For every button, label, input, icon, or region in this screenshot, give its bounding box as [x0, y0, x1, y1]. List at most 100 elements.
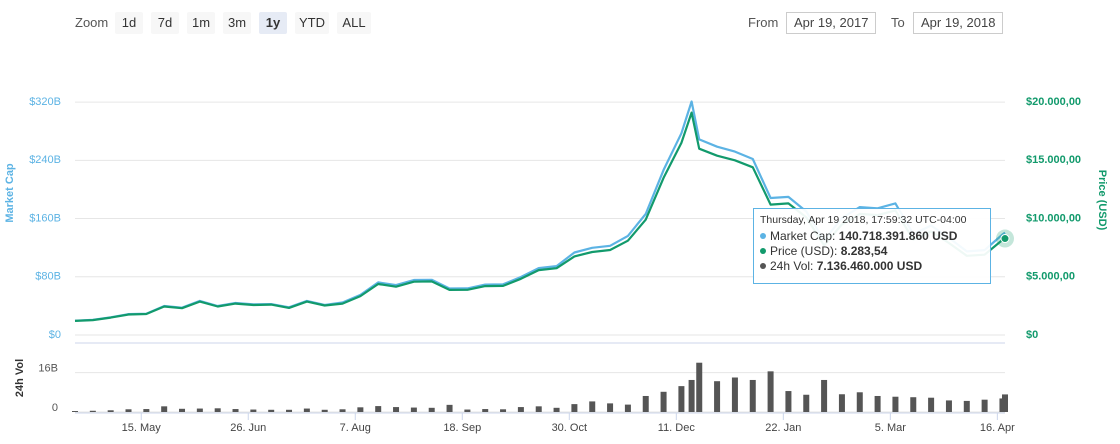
- volume-bar: [607, 403, 614, 412]
- volume-bar: [642, 395, 649, 412]
- volume-bar: [535, 406, 542, 412]
- volume-bar: [321, 409, 328, 412]
- volume-tick-label: 16B: [38, 362, 58, 374]
- volume-bar: [517, 407, 524, 412]
- zoom-button[interactable]: ALL: [337, 12, 371, 34]
- x-tick-label: 26. Jun: [230, 422, 266, 434]
- x-tick-label: 30. Oct: [552, 422, 587, 434]
- volume-bar: [688, 379, 695, 412]
- volume-bar: [838, 394, 845, 412]
- tooltip-label: Price (USD):: [770, 244, 838, 258]
- tooltip-row: 24h Vol: 7.136.460.000 USD: [760, 259, 984, 274]
- zoom-button[interactable]: 7d: [151, 12, 179, 34]
- volume-bar: [767, 371, 774, 412]
- volume-bar: [232, 409, 239, 412]
- volume-bar: [714, 381, 721, 412]
- volume-bar: [339, 409, 346, 412]
- y2-tick-label: $5.000,00: [1026, 271, 1075, 283]
- y2-tick-label: $20.000,00: [1026, 96, 1081, 108]
- from-input[interactable]: Apr 19, 2017: [786, 12, 877, 34]
- volume-bar: [89, 410, 96, 412]
- volume-bar: [821, 379, 828, 412]
- volume-bar: [196, 408, 203, 412]
- y2-axis-title: Price (USD): [1096, 170, 1108, 231]
- x-tick-label: 5. Mar: [875, 422, 907, 434]
- tooltip-row: Price (USD): 8.283,54: [760, 244, 984, 259]
- volume-bar: [268, 409, 275, 412]
- y2-tick-label: $10.000,00: [1026, 212, 1081, 224]
- tooltip-row: Market Cap: 140.718.391.860 USD: [760, 229, 984, 244]
- volume-bar: [410, 407, 417, 412]
- volume-bar: [107, 410, 114, 412]
- volume-bar: [357, 407, 364, 412]
- volume-bar: [286, 409, 293, 412]
- volume-bar: [589, 401, 596, 412]
- volume-bar: [143, 409, 150, 412]
- y-axis-title: Market Cap: [4, 163, 16, 223]
- y-tick-label: $240B: [29, 154, 61, 166]
- x-tick-label: 7. Aug: [340, 422, 371, 434]
- volume-bar: [928, 397, 935, 412]
- volume-bar: [1002, 394, 1008, 412]
- volume-bar: [482, 409, 489, 412]
- x-tick-label: 18. Sep: [443, 422, 481, 434]
- y-tick-label: $0: [49, 329, 61, 341]
- volume-bar: [874, 395, 881, 412]
- tooltip-bullet: [760, 263, 766, 269]
- x-tick-label: 22. Jan: [765, 422, 801, 434]
- volume-bar: [303, 408, 310, 412]
- tooltip-value: 7.136.460.000 USD: [816, 259, 923, 273]
- zoom-button[interactable]: 1d: [115, 12, 143, 34]
- tooltip-value: 140.718.391.860 USD: [838, 229, 958, 243]
- x-tick-label: 11. Dec: [658, 422, 696, 434]
- volume-bar: [125, 409, 132, 412]
- volume-bar: [161, 406, 168, 412]
- volume-bar: [214, 408, 221, 412]
- tooltip-label: 24h Vol:: [770, 259, 814, 273]
- y2-tick-label: $15.000,00: [1026, 154, 1081, 166]
- volume-bar: [749, 379, 756, 412]
- tooltip-bullet: [760, 233, 766, 239]
- zoom-label: Zoom: [75, 15, 109, 30]
- y-tick-label: $160B: [29, 212, 61, 224]
- volume-bar: [72, 411, 78, 412]
- y-tick-label: $320B: [29, 96, 61, 108]
- volume-bar: [624, 404, 631, 412]
- zoom-button[interactable]: 1y: [259, 12, 287, 34]
- volume-bar: [428, 407, 435, 412]
- from-label: From: [748, 15, 779, 30]
- tooltip-label: Market Cap:: [770, 229, 836, 243]
- volume-bar: [981, 399, 988, 412]
- hover-marker: [1000, 234, 1010, 244]
- volume-bar: [375, 406, 382, 412]
- volume-bar: [963, 400, 970, 412]
- volume-bar: [464, 409, 471, 412]
- volume-bar: [945, 400, 952, 412]
- volume-bar: [446, 404, 453, 412]
- volume-bar: [678, 386, 685, 412]
- tooltip-value: 8.283,54: [840, 244, 888, 258]
- volume-bar: [553, 407, 560, 412]
- volume-bar: [660, 391, 667, 412]
- to-input[interactable]: Apr 19, 2018: [913, 12, 1004, 34]
- x-tick-label: 15. May: [122, 422, 162, 434]
- volume-bar: [696, 362, 703, 412]
- tooltip-title: Thursday, Apr 19 2018, 17:59:32 UTC-04:0…: [760, 214, 967, 226]
- volume-bar: [500, 409, 507, 412]
- zoom-button[interactable]: 1m: [187, 12, 215, 34]
- volume-axis-title: 24h Vol: [14, 359, 26, 397]
- volume-bar: [910, 397, 917, 412]
- y2-tick-label: $0: [1026, 329, 1038, 341]
- volume-bar: [393, 407, 400, 412]
- zoom-button[interactable]: YTD: [295, 12, 329, 34]
- tooltip-bullet: [760, 248, 766, 254]
- x-tick-label: 16. Apr: [980, 422, 1015, 434]
- tooltip: Thursday, Apr 19 2018, 17:59:32 UTC-04:0…: [753, 208, 991, 284]
- zoom-button[interactable]: 3m: [223, 12, 251, 34]
- volume-bar: [571, 404, 578, 412]
- volume-bar: [785, 391, 792, 412]
- volume-bar: [179, 408, 186, 412]
- volume-bar: [892, 396, 899, 412]
- volume-bar: [803, 394, 810, 412]
